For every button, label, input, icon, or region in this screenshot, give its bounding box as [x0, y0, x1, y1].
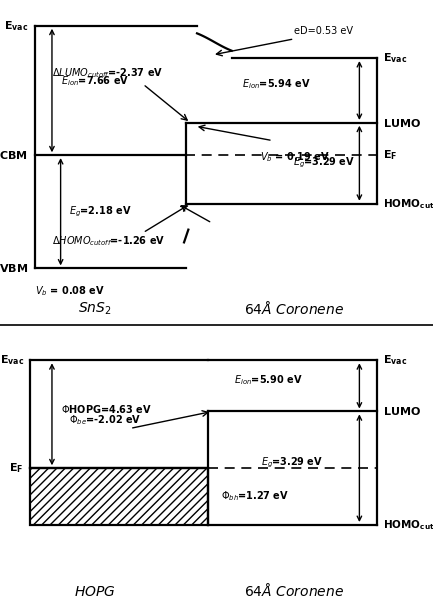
Text: $\mathbf{E_F}$: $\mathbf{E_F}$	[383, 148, 397, 162]
Text: $E_{ion}$=5.90 eV: $E_{ion}$=5.90 eV	[234, 373, 302, 387]
Text: $\mathit{SnS_2}$: $\mathit{SnS_2}$	[78, 301, 112, 317]
Text: $\mathbf{E_{vac}}$: $\mathbf{E_{vac}}$	[383, 51, 407, 65]
Text: $\mathit{64\AA\ Coronene}$: $\mathit{64\AA\ Coronene}$	[244, 300, 345, 317]
Text: $\mathbf{CBM}$: $\mathbf{CBM}$	[0, 149, 28, 161]
Text: $\mathit{HOPG}$: $\mathit{HOPG}$	[74, 584, 116, 598]
Text: $E_g$=3.29 eV: $E_g$=3.29 eV	[262, 455, 323, 470]
Text: $\mathbf{E_{vac}}$: $\mathbf{E_{vac}}$	[4, 19, 28, 33]
Text: $\Phi_{be}$=-2.02 eV: $\Phi_{be}$=-2.02 eV	[69, 413, 142, 427]
Text: $\mathbf{E_{vac}}$: $\mathbf{E_{vac}}$	[383, 353, 407, 367]
Text: $\mathit{64\AA\ Coronene}$: $\mathit{64\AA\ Coronene}$	[244, 582, 345, 598]
Text: $\mathbf{E_{vac}}$: $\mathbf{E_{vac}}$	[0, 353, 24, 367]
Text: $\Delta HOMO_{cutoff}$=-1.26 eV: $\Delta HOMO_{cutoff}$=-1.26 eV	[52, 234, 165, 248]
Text: $\mathbf{LUMO}$: $\mathbf{LUMO}$	[383, 406, 421, 417]
Text: $\mathbf{HOMO_{cutoff}}$: $\mathbf{HOMO_{cutoff}}$	[383, 518, 433, 532]
Text: $E_g$=2.18 eV: $E_g$=2.18 eV	[69, 204, 132, 219]
Text: $V_b$ = 0.08 eV: $V_b$ = 0.08 eV	[35, 284, 104, 298]
Text: $\mathbf{LUMO}$: $\mathbf{LUMO}$	[383, 117, 421, 129]
Bar	[30, 468, 208, 525]
Text: $E_g$=3.29 eV: $E_g$=3.29 eV	[293, 156, 355, 170]
Text: $\Phi$HOPG=4.63 eV: $\Phi$HOPG=4.63 eV	[61, 403, 152, 415]
Text: $E_{ion}$=7.66 eV: $E_{ion}$=7.66 eV	[61, 74, 129, 88]
Text: $\Phi_{bh}$=1.27 eV: $\Phi_{bh}$=1.27 eV	[221, 490, 289, 503]
Text: $\mathbf{E_F}$: $\mathbf{E_F}$	[10, 461, 24, 475]
Text: $\mathbf{HOMO_{cutoff}}$: $\mathbf{HOMO_{cutoff}}$	[383, 197, 433, 210]
Text: eD=0.53 eV: eD=0.53 eV	[294, 26, 353, 35]
Text: $\mathbf{VBM}$: $\mathbf{VBM}$	[0, 262, 28, 274]
Text: $\Delta LUMO_{cutoff}$=-2.37 eV: $\Delta LUMO_{cutoff}$=-2.37 eV	[52, 66, 163, 80]
Text: $V_b$ = 0.19 eV: $V_b$ = 0.19 eV	[259, 150, 330, 163]
Text: $E_{ion}$=5.94 eV: $E_{ion}$=5.94 eV	[242, 77, 311, 91]
